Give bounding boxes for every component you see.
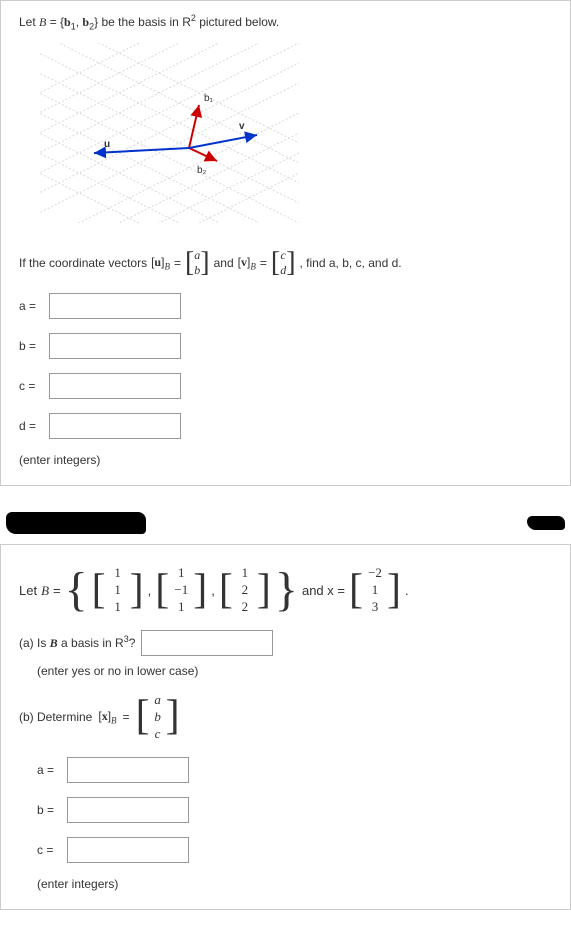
coord-prefix: If the coordinate vectors bbox=[19, 256, 147, 270]
label-u: u bbox=[104, 139, 110, 150]
basis-diagram: b₁ b₂ u v bbox=[39, 43, 299, 223]
redaction-left bbox=[6, 512, 146, 534]
input-b2[interactable] bbox=[67, 797, 189, 823]
problem-2-panel: Let B = { [ 1 1 1 ] , [ 1 −1 1 ] , [ 1 2… bbox=[0, 544, 571, 909]
label-b: b = bbox=[19, 339, 49, 353]
input-b[interactable] bbox=[49, 333, 181, 359]
input-c2[interactable] bbox=[67, 837, 189, 863]
row-b: b = bbox=[19, 333, 552, 359]
part-a-row: (a) Is B a basis in R3? bbox=[19, 630, 552, 656]
part-b-row: (b) Determine [x]B = [ a b c ] bbox=[19, 692, 552, 743]
input-c[interactable] bbox=[49, 373, 181, 399]
row-a: a = bbox=[19, 293, 552, 319]
intro-text-3: pictured below. bbox=[196, 15, 279, 29]
label-b2: b = bbox=[37, 803, 67, 817]
part-a-hint: (enter yes or no in lower case) bbox=[37, 664, 552, 678]
redaction-row bbox=[0, 506, 571, 544]
row-c: c = bbox=[19, 373, 552, 399]
intro-text-2: be the basis in R bbox=[98, 15, 191, 29]
label-c2: c = bbox=[37, 843, 67, 857]
row-c2: c = bbox=[37, 837, 552, 863]
hint-2: (enter integers) bbox=[37, 877, 552, 891]
input-a2[interactable] bbox=[67, 757, 189, 783]
redaction-right bbox=[527, 516, 565, 530]
label-b1: b₁ bbox=[204, 93, 214, 104]
find-text: , find a, b, c, and d. bbox=[300, 256, 402, 270]
input-d[interactable] bbox=[49, 413, 181, 439]
input-a[interactable] bbox=[49, 293, 181, 319]
label-b2: b₂ bbox=[197, 165, 207, 176]
problem-1-intro: Let B = {b1, b2} be the basis in R2 pict… bbox=[19, 13, 552, 31]
label-a: a = bbox=[19, 299, 49, 313]
label-a2: a = bbox=[37, 763, 67, 777]
hint-1: (enter integers) bbox=[19, 453, 552, 467]
row-b2: b = bbox=[37, 797, 552, 823]
row-d: d = bbox=[19, 413, 552, 439]
input-part-a[interactable] bbox=[141, 630, 273, 656]
label-v: v bbox=[239, 121, 245, 132]
coordinate-statement: If the coordinate vectors [u]B = [ a b ]… bbox=[19, 248, 552, 277]
intro-text-1: Let bbox=[19, 15, 39, 29]
label-c: c = bbox=[19, 379, 49, 393]
basis-set-line: Let B = { [ 1 1 1 ] , [ 1 −1 1 ] , [ 1 2… bbox=[19, 565, 552, 616]
problem-1-panel: Let B = {b1, b2} be the basis in R2 pict… bbox=[0, 0, 571, 486]
row-a2: a = bbox=[37, 757, 552, 783]
label-d: d = bbox=[19, 419, 49, 433]
